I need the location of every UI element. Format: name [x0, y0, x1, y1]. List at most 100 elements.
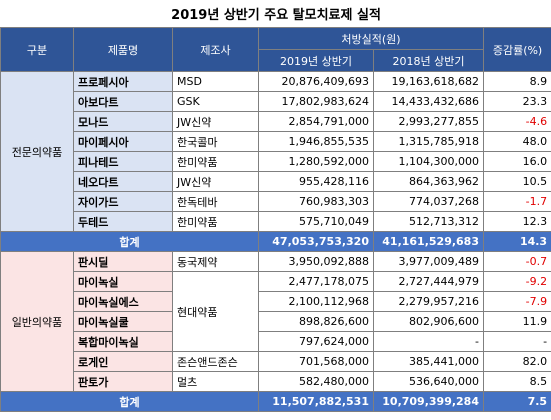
maker-cell: MSD	[172, 71, 259, 92]
data-row: 복합마이녹실 797,624,000- -	[1, 331, 551, 352]
sales-cell: 760,983,303	[258, 191, 374, 212]
header-cell: 처방실적(원)	[258, 27, 484, 50]
change-cell: -0.7	[482, 251, 551, 272]
change-cell: 23.3	[482, 91, 551, 112]
product-cell: 로게인	[73, 351, 173, 372]
maker-cell: 현대약품	[172, 271, 259, 352]
maker-cell: 멀츠	[172, 371, 259, 392]
maker-cell: 한미약품	[172, 211, 259, 232]
sales-cell: 774,037,268	[373, 191, 484, 212]
total-cell: 41,161,529,683	[373, 231, 484, 252]
data-row: 일반의약품 판시딜 동국제약 3,950,092,888 3,977,009,489 -0…	[0, 251, 551, 392]
maker-cell: 존슨앤드존슨	[172, 351, 259, 372]
sales-cell: 385,441,000	[373, 351, 484, 372]
change-cell: 82.0	[482, 351, 551, 372]
header-cell: 구분	[0, 27, 74, 72]
header-cell: 제품명	[73, 27, 173, 72]
product-cell: 마이녹실에스	[73, 291, 173, 312]
title-row: 2019년 상반기 주요 탈모치료제 실적	[0, 0, 551, 28]
change-cell: -7.9	[482, 291, 551, 312]
sales-cell: 2,279,957,216	[373, 291, 484, 312]
maker-cell: JW신약	[172, 111, 259, 132]
table-title: 2019년 상반기 주요 탈모치료제 실적	[0, 0, 551, 28]
total-cell: 11,507,882,531	[258, 391, 374, 412]
maker-cell: 한국콜마	[172, 131, 259, 152]
total-cell: 7.5	[482, 391, 551, 412]
sales-cell: 2,854,791,000	[258, 111, 374, 132]
total-cell: 10,709,399,284	[373, 391, 484, 412]
change-cell: -1.7	[482, 191, 551, 212]
maker-cell: GSK	[172, 91, 259, 112]
sales-cell: 536,640,000	[373, 371, 484, 392]
sales-cell: 2,993,277,855	[373, 111, 484, 132]
total-label: 합계	[0, 391, 259, 412]
sales-cell: 19,163,618,682	[373, 71, 484, 92]
change-cell: 48.0	[482, 131, 551, 152]
change-cell: -9.2	[482, 271, 551, 292]
change-cell: 8.9	[482, 71, 551, 92]
total-row: 합계 11,507,882,531 10,709,399,284 7.5	[0, 391, 551, 412]
data-row: 전문의약품 프로페시아 MSD 20,876,409,693 19,163,618,68…	[0, 71, 551, 232]
data-row: 두테드 한미약품 575,710,049 512,713,312 12.3	[1, 211, 551, 232]
header-cell: 2018년 상반기	[373, 49, 484, 72]
data-row: 마이녹실쿨 898,826,600 802,906,600 11.9	[1, 311, 551, 332]
product-cell: 모나드	[73, 111, 173, 132]
data-row: 마이녹실에스 2,100,112,968 2,279,957,216 -7.9	[1, 291, 551, 312]
sales-cell: 2,477,178,075	[258, 271, 374, 292]
sales-cell: -	[373, 331, 484, 352]
header-cell: 2019년 상반기	[258, 49, 374, 72]
maker-cell: 동국제약	[172, 251, 259, 272]
data-row: 네오다트 JW신약 955,428,116 864,363,962 10.5	[1, 171, 551, 192]
maker-cell: 한독테바	[172, 191, 259, 212]
data-row: 모나드 JW신약 2,854,791,000 2,993,277,855 -4.6	[1, 111, 551, 132]
change-cell: -	[482, 331, 551, 352]
product-cell: 아보다트	[73, 91, 173, 112]
sales-cell: 802,906,600	[373, 311, 484, 332]
data-row: 자이가드 한독테바 760,983,303 774,037,268 -1.7	[1, 191, 551, 212]
change-cell: -4.6	[482, 111, 551, 132]
sales-cell: 1,315,785,918	[373, 131, 484, 152]
change-cell: 10.5	[482, 171, 551, 192]
sales-cell: 2,100,112,968	[258, 291, 374, 312]
header-row: 2019년 상반기 2018년 상반기	[1, 49, 551, 72]
header-cell: 제조사	[172, 27, 259, 72]
product-cell: 마이녹실	[73, 271, 173, 292]
product-cell: 마이녹실쿨	[73, 311, 173, 332]
total-label: 합계	[0, 231, 259, 252]
sales-cell: 864,363,962	[373, 171, 484, 192]
maker-cell: 한미약품	[172, 151, 259, 172]
product-cell: 피나테드	[73, 151, 173, 172]
product-cell: 두테드	[73, 211, 173, 232]
sales-cell: 3,950,092,888	[258, 251, 374, 272]
product-cell: 복합마이녹실	[73, 331, 173, 352]
product-cell: 판시딜	[73, 251, 173, 272]
sales-cell: 1,946,855,535	[258, 131, 374, 152]
sales-cell: 898,826,600	[258, 311, 374, 332]
sales-cell: 512,713,312	[373, 211, 484, 232]
data-row: 피나테드 한미약품 1,280,592,000 1,104,300,000 16.0	[1, 151, 551, 172]
data-row: 마이페시아 한국콜마 1,946,855,535 1,315,785,918 48.0	[1, 131, 551, 152]
header-row: 구분 제품명 제조사 처방실적(원) 증감률(%)	[0, 27, 551, 72]
header-cell: 증감률(%)	[482, 27, 551, 72]
sales-cell: 17,802,983,624	[258, 91, 374, 112]
total-cell: 14.3	[482, 231, 551, 252]
change-cell: 11.9	[482, 311, 551, 332]
data-row: 로게인 존슨앤드존슨 701,568,000 385,441,000 82.0	[1, 351, 551, 372]
product-cell: 자이가드	[73, 191, 173, 212]
sales-cell: 955,428,116	[258, 171, 374, 192]
change-cell: 12.3	[482, 211, 551, 232]
change-cell: 8.5	[482, 371, 551, 392]
product-cell: 마이페시아	[73, 131, 173, 152]
sales-cell: 2,727,444,979	[373, 271, 484, 292]
change-cell: 16.0	[482, 151, 551, 172]
data-row: 마이녹실 현대약품 2,477,178,075 2,727,444,979 -9.2	[1, 271, 551, 352]
sales-cell: 797,624,000	[258, 331, 374, 352]
category-cell: 일반의약품	[0, 251, 74, 392]
sales-cell: 575,710,049	[258, 211, 374, 232]
sales-cell: 1,280,592,000	[258, 151, 374, 172]
sales-cell: 1,104,300,000	[373, 151, 484, 172]
total-row: 합계 47,053,753,320 41,161,529,683 14.3	[0, 231, 551, 252]
